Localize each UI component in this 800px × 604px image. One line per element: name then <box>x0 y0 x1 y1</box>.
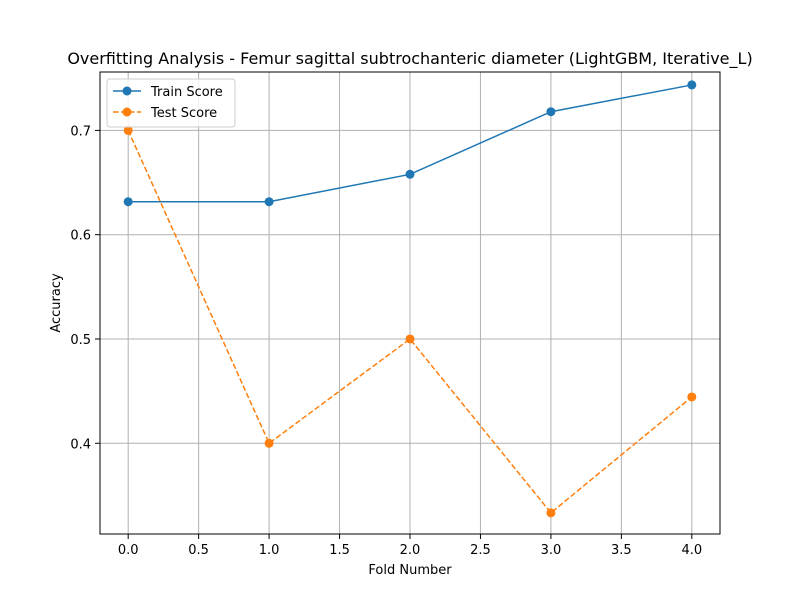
x-axis-ticks: 0.0 0.5 1.0 1.5 2.0 2.5 3.0 3.5 4.0 <box>118 534 702 558</box>
train-score-point <box>123 197 133 207</box>
test-score-point <box>546 508 556 518</box>
x-tick-label: 0.0 <box>118 543 139 558</box>
y-tick-label: 0.5 <box>70 333 91 348</box>
x-axis-label: Fold Number <box>368 563 452 578</box>
legend-test-label: Test Score <box>150 106 217 121</box>
test-score-point <box>264 438 274 448</box>
legend-train-label: Train Score <box>150 85 223 100</box>
grid <box>100 72 720 534</box>
train-score-point <box>264 197 274 207</box>
x-tick-label: 1.5 <box>329 543 350 558</box>
x-tick-label: 3.5 <box>611 543 632 558</box>
legend-test-marker <box>122 107 132 117</box>
x-tick-label: 2.5 <box>470 543 491 558</box>
legend-train-marker <box>122 86 132 96</box>
train-score-point <box>405 169 415 179</box>
x-tick-label: 4.0 <box>681 543 702 558</box>
x-tick-label: 2.0 <box>400 543 421 558</box>
test-score-point <box>687 392 697 402</box>
train-score-point <box>687 80 697 90</box>
series-group <box>123 80 697 518</box>
y-tick-label: 0.7 <box>70 124 91 139</box>
y-axis-label: Accuracy <box>49 273 64 333</box>
train-score-point <box>546 107 556 117</box>
test-score-point <box>123 125 133 135</box>
x-tick-label: 1.0 <box>259 543 280 558</box>
test-score-line <box>127 130 693 514</box>
chart-title: Overfitting Analysis - Femur sagittal su… <box>67 49 752 69</box>
y-tick-label: 0.6 <box>70 229 91 244</box>
y-axis-ticks: 0.4 0.5 0.6 0.7 <box>70 124 100 452</box>
test-score-point <box>405 334 415 344</box>
y-tick-label: 0.4 <box>70 437 91 452</box>
legend: Train Score Test Score <box>106 78 236 128</box>
x-tick-label: 3.0 <box>541 543 562 558</box>
x-tick-label: 0.5 <box>188 543 209 558</box>
